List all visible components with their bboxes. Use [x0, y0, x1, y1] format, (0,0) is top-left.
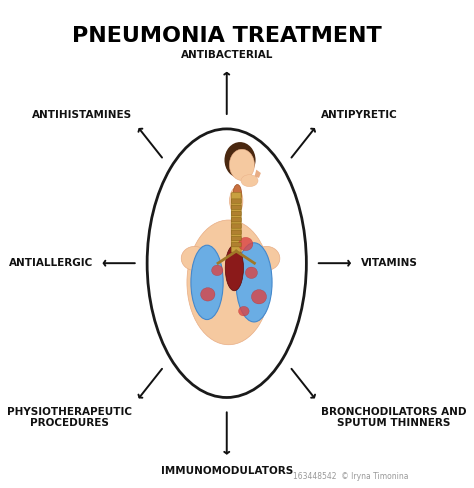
Ellipse shape — [229, 149, 255, 181]
Text: ANTIPYRETIC: ANTIPYRETIC — [321, 110, 398, 120]
Ellipse shape — [251, 289, 266, 304]
Ellipse shape — [201, 287, 215, 301]
Ellipse shape — [191, 245, 223, 320]
Text: BRONCHODILATORS AND
SPUTUM THINNERS: BRONCHODILATORS AND SPUTUM THINNERS — [321, 407, 467, 428]
Text: ANTIHISTAMINES: ANTIHISTAMINES — [32, 110, 132, 120]
FancyBboxPatch shape — [231, 224, 241, 228]
Ellipse shape — [241, 175, 258, 187]
FancyBboxPatch shape — [231, 193, 241, 252]
Polygon shape — [255, 170, 261, 178]
Ellipse shape — [236, 243, 272, 322]
FancyBboxPatch shape — [231, 230, 241, 234]
Ellipse shape — [187, 220, 270, 345]
FancyBboxPatch shape — [231, 199, 241, 203]
FancyBboxPatch shape — [231, 205, 241, 209]
Ellipse shape — [233, 184, 242, 203]
Text: IMMUNOMODULATORS: IMMUNOMODULATORS — [161, 466, 293, 476]
Ellipse shape — [246, 267, 257, 279]
Text: ANTIBACTERIAL: ANTIBACTERIAL — [181, 50, 273, 61]
Ellipse shape — [238, 306, 249, 316]
Ellipse shape — [238, 237, 253, 251]
Ellipse shape — [225, 142, 255, 178]
FancyBboxPatch shape — [231, 236, 241, 241]
FancyBboxPatch shape — [231, 211, 241, 216]
Ellipse shape — [211, 265, 223, 276]
Ellipse shape — [225, 245, 244, 291]
FancyBboxPatch shape — [231, 243, 241, 247]
Ellipse shape — [253, 246, 280, 270]
Text: VITAMINS: VITAMINS — [361, 258, 418, 268]
Ellipse shape — [229, 188, 243, 214]
Text: PHYSIOTHERAPEUTIC
PROCEDURES: PHYSIOTHERAPEUTIC PROCEDURES — [7, 407, 132, 428]
Text: ANTIALLERGIC: ANTIALLERGIC — [9, 258, 93, 268]
Text: PNEUMONIA TREATMENT: PNEUMONIA TREATMENT — [72, 26, 382, 46]
Text: 163448542  © Iryna Timonina: 163448542 © Iryna Timonina — [293, 472, 409, 482]
FancyBboxPatch shape — [231, 218, 241, 222]
Ellipse shape — [181, 246, 208, 270]
